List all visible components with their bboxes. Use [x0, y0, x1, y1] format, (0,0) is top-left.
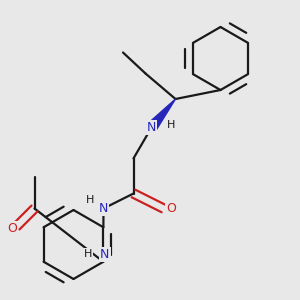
- Text: N: N: [147, 121, 156, 134]
- Text: N: N: [99, 202, 108, 215]
- Text: H: H: [167, 119, 175, 130]
- Text: H: H: [84, 249, 93, 259]
- Text: O: O: [166, 202, 176, 215]
- Text: H: H: [86, 195, 94, 205]
- Polygon shape: [147, 99, 176, 131]
- Text: O: O: [7, 221, 17, 235]
- Text: N: N: [100, 248, 110, 261]
